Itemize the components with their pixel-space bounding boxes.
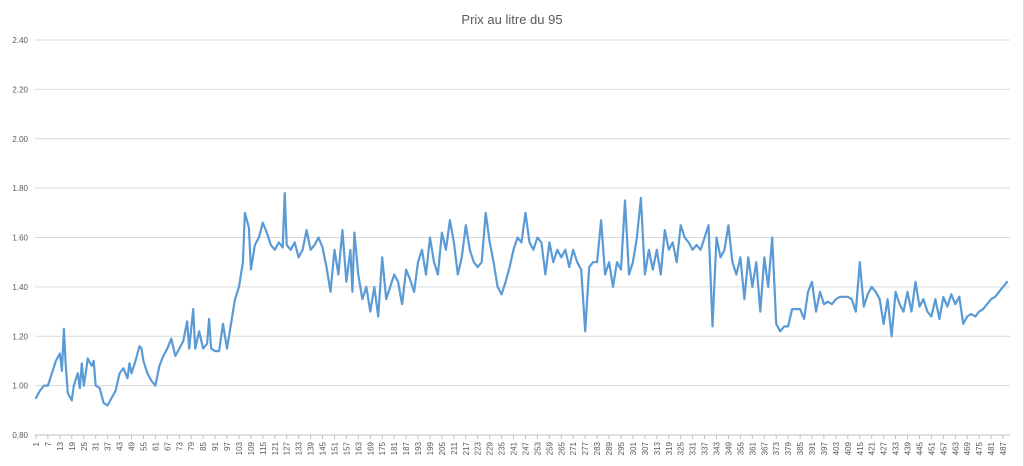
x-tick-label: 85 xyxy=(199,441,208,450)
x-tick-label: 169 xyxy=(366,441,375,455)
x-tick-label: 373 xyxy=(772,441,781,455)
x-tick-label: 67 xyxy=(163,441,172,450)
x-tick-label: 445 xyxy=(915,441,924,455)
x-tick-label: 481 xyxy=(987,441,996,455)
y-tick-label: 1.00 xyxy=(12,382,28,391)
x-tick-label: 139 xyxy=(307,441,316,455)
x-tick-label: 187 xyxy=(402,441,411,455)
x-tick-label: 205 xyxy=(438,441,447,455)
x-tick-label: 253 xyxy=(533,441,542,455)
x-tick-label: 487 xyxy=(999,441,1008,455)
x-tick-label: 211 xyxy=(450,441,459,454)
x-tick-label: 247 xyxy=(521,441,530,455)
x-tick-label: 25 xyxy=(80,441,89,450)
x-tick-label: 319 xyxy=(665,441,674,455)
x-tick-label: 343 xyxy=(713,441,722,455)
x-tick-label: 385 xyxy=(796,441,805,455)
x-tick-label: 145 xyxy=(319,441,328,455)
x-tick-label: 163 xyxy=(354,441,363,455)
x-tick-label: 31 xyxy=(92,441,101,450)
x-tick-label: 289 xyxy=(605,441,614,455)
x-tick-label: 295 xyxy=(617,441,626,455)
x-tick-label: 439 xyxy=(904,441,913,455)
x-tick-label: 97 xyxy=(223,441,232,450)
x-tick-label: 463 xyxy=(951,441,960,455)
x-tick-label: 307 xyxy=(641,441,650,455)
x-tick-label: 451 xyxy=(927,441,936,455)
x-tick-label: 469 xyxy=(963,441,972,455)
y-tick-label: 2.40 xyxy=(12,36,28,45)
y-tick-label: 1.20 xyxy=(12,332,28,341)
x-tick-label: 19 xyxy=(68,441,77,450)
x-tick-label: 397 xyxy=(820,441,829,455)
x-tick-label: 199 xyxy=(426,441,435,455)
x-tick-label: 157 xyxy=(342,441,351,455)
x-tick-label: 367 xyxy=(760,441,769,455)
x-tick-label: 229 xyxy=(486,441,495,455)
x-tick-label: 73 xyxy=(175,441,184,450)
y-tick-label: 1.40 xyxy=(12,283,28,292)
x-tick-label: 1 xyxy=(32,441,41,446)
x-tick-label: 37 xyxy=(104,441,113,450)
y-tick-label: 1.80 xyxy=(12,184,28,193)
x-tick-label: 181 xyxy=(390,441,399,455)
x-tick-label: 433 xyxy=(892,441,901,455)
x-tick-label: 277 xyxy=(581,441,590,455)
x-tick-label: 121 xyxy=(271,441,280,455)
x-tick-label: 457 xyxy=(939,441,948,455)
x-tick-label: 313 xyxy=(653,441,662,455)
x-tick-label: 79 xyxy=(187,441,196,450)
x-tick-label: 391 xyxy=(808,441,817,455)
x-tick-label: 427 xyxy=(880,441,889,455)
x-tick-label: 409 xyxy=(844,441,853,455)
x-tick-label: 337 xyxy=(701,441,710,455)
x-tick-label: 43 xyxy=(116,441,125,450)
x-tick-label: 49 xyxy=(128,441,137,450)
x-tick-label: 193 xyxy=(414,441,423,455)
x-tick-label: 13 xyxy=(56,441,65,450)
y-tick-label: 2.20 xyxy=(12,85,28,94)
x-tick-label: 421 xyxy=(868,441,877,455)
x-tick-label: 361 xyxy=(748,441,757,455)
x-tick-label: 325 xyxy=(677,441,686,455)
x-tick-label: 7 xyxy=(44,441,53,446)
x-tick-label: 355 xyxy=(736,441,745,455)
x-tick-label: 415 xyxy=(856,441,865,455)
y-tick-label: 0.80 xyxy=(12,431,28,440)
x-tick-label: 475 xyxy=(975,441,984,455)
x-tick-label: 379 xyxy=(784,441,793,455)
x-tick-label: 301 xyxy=(629,441,638,455)
x-tick-label: 349 xyxy=(724,441,733,455)
series-line xyxy=(34,192,1009,407)
x-tick-label: 241 xyxy=(510,441,519,455)
x-tick-label: 283 xyxy=(593,441,602,455)
x-tick-label: 91 xyxy=(211,441,220,450)
x-tick-label: 61 xyxy=(151,441,160,450)
x-tick-label: 223 xyxy=(474,441,483,455)
x-tick-label: 217 xyxy=(462,441,471,455)
chart-title: Prix au litre du 95 xyxy=(461,12,563,27)
x-tick-label: 151 xyxy=(330,441,339,455)
x-tick-label: 331 xyxy=(689,441,698,455)
y-tick-label: 2.00 xyxy=(12,135,28,144)
x-tick-label: 265 xyxy=(557,441,566,455)
x-tick-label: 175 xyxy=(378,441,387,455)
x-tick-label: 403 xyxy=(832,441,841,455)
x-tick-label: 259 xyxy=(545,441,554,455)
x-tick-label: 55 xyxy=(139,441,148,450)
x-tick-label: 109 xyxy=(247,441,256,455)
x-tick-label: 235 xyxy=(498,441,507,455)
x-tick-label: 271 xyxy=(569,441,578,455)
y-tick-label: 1.60 xyxy=(12,234,28,243)
x-tick-label: 115 xyxy=(259,441,268,454)
x-tick-label: 133 xyxy=(295,441,304,455)
x-tick-label: 127 xyxy=(283,441,292,455)
x-tick-label: 103 xyxy=(235,441,244,455)
